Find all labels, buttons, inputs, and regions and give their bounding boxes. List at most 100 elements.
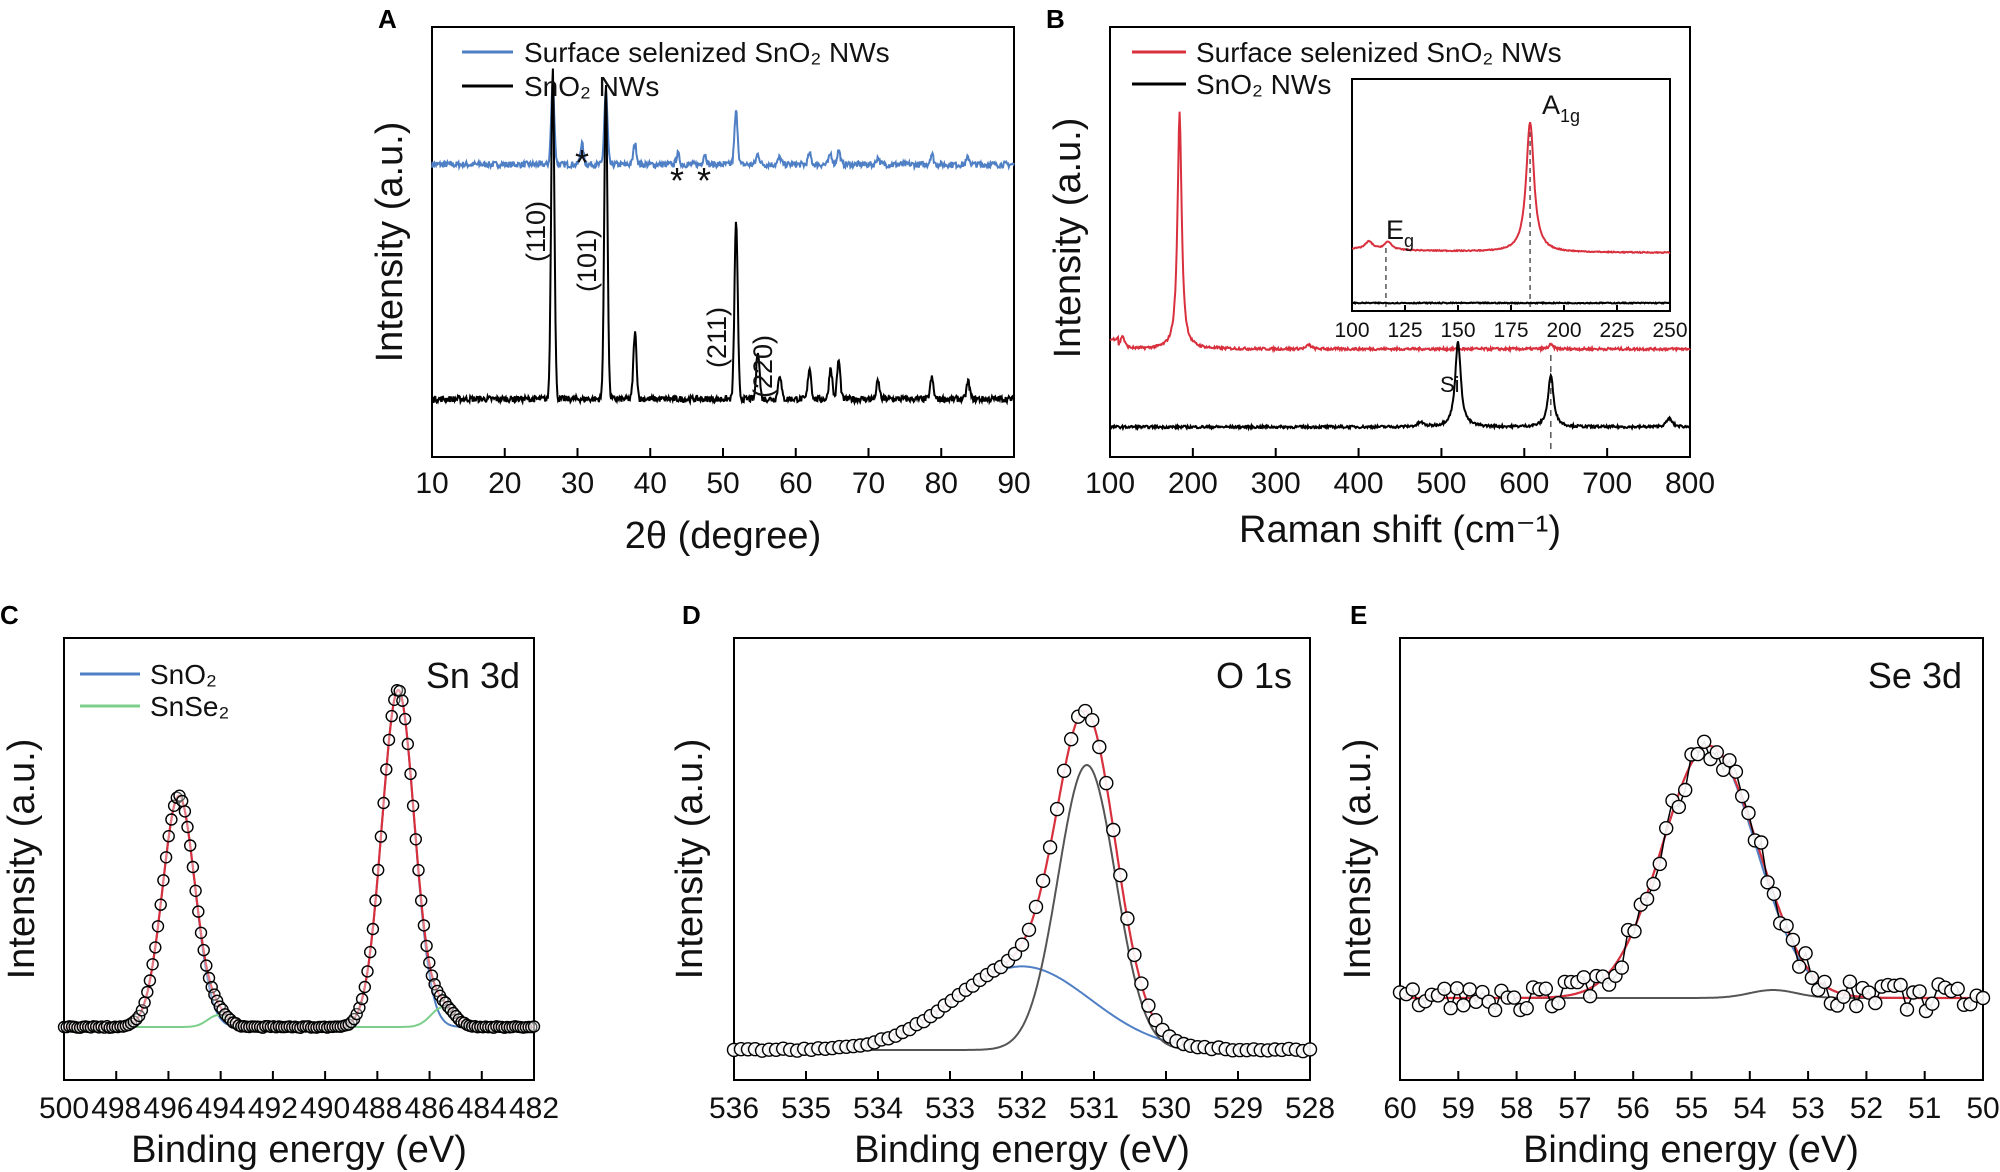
star-marker-2: * bbox=[670, 160, 684, 201]
data-point bbox=[428, 978, 441, 991]
data-point bbox=[1113, 868, 1128, 883]
data-point bbox=[194, 926, 208, 939]
x-axis-a-tick-label: 10 bbox=[415, 467, 448, 500]
data-point bbox=[377, 796, 390, 810]
data-point bbox=[423, 956, 436, 969]
data-point bbox=[162, 830, 175, 843]
x-axis-b-tick-label: 600 bbox=[1499, 467, 1549, 500]
x-axis-b-tick-label: 300 bbox=[1251, 467, 1301, 500]
component-curve-d-0 bbox=[734, 965, 1310, 1051]
legend-label-selenized-b: Surface selenized SnO₂ NWs bbox=[1196, 37, 1562, 68]
x-axis-d-tick-label: 536 bbox=[709, 1092, 759, 1125]
data-point bbox=[1804, 970, 1820, 985]
x-axis-e-tick-label: 56 bbox=[1617, 1092, 1650, 1125]
x-axis-c-tick-label: 498 bbox=[91, 1092, 141, 1125]
envelope-curve-d bbox=[734, 709, 1310, 1052]
data-point bbox=[1449, 981, 1465, 996]
data-point bbox=[1868, 995, 1883, 1011]
data-point bbox=[409, 833, 422, 846]
series-line-sno2-a bbox=[431, 68, 1015, 407]
x-axis-title-a: 2θ (degree) bbox=[625, 515, 821, 557]
x-ticks-c: 500 498 496 494 492 490 488 486 484 482 bbox=[39, 1071, 559, 1125]
data-point bbox=[1658, 821, 1674, 836]
data-point bbox=[186, 860, 200, 874]
data-point bbox=[1861, 985, 1877, 1000]
data-point bbox=[1487, 1002, 1503, 1018]
data-point bbox=[374, 830, 388, 843]
star-marker-1: * bbox=[575, 142, 589, 183]
data-point bbox=[1734, 788, 1750, 804]
star-marker-3: * bbox=[697, 160, 711, 201]
series-line-selenized-a bbox=[431, 82, 1015, 172]
data-point bbox=[1798, 946, 1813, 961]
data-point bbox=[420, 939, 433, 953]
data-point bbox=[415, 894, 428, 907]
x-axis-e-tick-label: 50 bbox=[1966, 1092, 1999, 1125]
data-point bbox=[1728, 764, 1744, 779]
data-points-d bbox=[726, 703, 1318, 1059]
x-axis-title-b: Raman shift (cm⁻¹) bbox=[1239, 509, 1561, 551]
panel-e: E 60 59 58 57 56 55 54 53 52 51 50 Se 3d Binding e… bbox=[1337, 600, 2000, 1171]
data-point bbox=[401, 737, 414, 751]
data-point bbox=[1014, 937, 1030, 952]
x-axis-c-tick-label: 492 bbox=[248, 1092, 298, 1125]
panel-letter-a: A bbox=[378, 4, 397, 34]
data-point bbox=[380, 763, 393, 776]
data-point bbox=[1519, 1001, 1534, 1016]
inset-label-eg: Eg bbox=[1386, 215, 1414, 251]
data-point bbox=[1836, 989, 1851, 1004]
data-point bbox=[202, 971, 216, 985]
x-axis-e-tick-label: 57 bbox=[1558, 1092, 1591, 1125]
data-point bbox=[178, 805, 192, 818]
inset-frame-b bbox=[1351, 78, 1671, 312]
data-point bbox=[1785, 932, 1801, 948]
data-points-c bbox=[57, 684, 541, 1035]
data-point bbox=[361, 965, 374, 978]
x-axis-e-tick-label: 55 bbox=[1675, 1092, 1708, 1125]
x-ticks-b: 100 200 300 400 500 600 700 800 bbox=[1085, 448, 1715, 500]
data-point bbox=[1912, 984, 1927, 999]
data-point bbox=[1120, 911, 1135, 926]
x-axis-d-tick-label: 528 bbox=[1285, 1092, 1335, 1125]
series-line-sno2-b bbox=[1109, 341, 1691, 432]
x-axis-c-tick-label: 500 bbox=[39, 1092, 89, 1125]
component-curve-d-1 bbox=[734, 763, 1310, 1051]
data-point bbox=[1148, 1013, 1163, 1028]
data-point bbox=[372, 863, 385, 877]
data-point bbox=[366, 922, 380, 936]
data-point bbox=[1925, 996, 1940, 1011]
data-point bbox=[1063, 732, 1079, 747]
inset-x-axis-b-tick-label: 225 bbox=[1599, 319, 1634, 342]
x-axis-d-tick-label: 534 bbox=[853, 1092, 903, 1125]
inset-x-ticks-b: 100 125 150 175 200 225 250 bbox=[1334, 305, 1688, 342]
data-point bbox=[1021, 922, 1037, 937]
data-point bbox=[146, 958, 159, 971]
x-axis-a-tick-label: 70 bbox=[852, 467, 885, 500]
x-axis-c-tick-label: 488 bbox=[352, 1092, 402, 1125]
data-point bbox=[149, 941, 162, 954]
x-axis-c-tick-label: 490 bbox=[300, 1092, 350, 1125]
x-axis-d-tick-label: 533 bbox=[925, 1092, 975, 1125]
x-axis-a-tick-label: 50 bbox=[706, 467, 739, 500]
y-axis-title-d: Intensity (a.u.) bbox=[669, 739, 711, 980]
y-axis-title-a: Intensity (a.u.) bbox=[369, 122, 411, 363]
inset-x-axis-b-tick-label: 200 bbox=[1546, 319, 1581, 342]
data-point bbox=[1405, 982, 1420, 997]
data-point bbox=[183, 839, 197, 852]
data-point bbox=[1677, 782, 1693, 798]
x-axis-b-tick-label: 400 bbox=[1334, 467, 1384, 500]
legend-label-sno2-a: SnO₂ NWs bbox=[524, 71, 659, 102]
legend-label-sno2-c: SnO₂ bbox=[150, 659, 217, 690]
data-point bbox=[1899, 1002, 1915, 1017]
core-level-label-d: O 1s bbox=[1216, 655, 1292, 696]
data-point bbox=[417, 919, 431, 932]
x-axis-d-tick-label: 532 bbox=[997, 1092, 1047, 1125]
data-point bbox=[1582, 989, 1598, 1004]
x-axis-d-tick-label: 529 bbox=[1213, 1092, 1263, 1125]
data-point bbox=[1443, 1000, 1458, 1016]
data-point bbox=[369, 894, 382, 907]
inset-series-sno2 bbox=[1351, 301, 1671, 306]
data-point bbox=[1084, 713, 1100, 728]
data-point bbox=[1134, 976, 1149, 991]
x-axis-d-tick-label: 531 bbox=[1069, 1092, 1119, 1125]
